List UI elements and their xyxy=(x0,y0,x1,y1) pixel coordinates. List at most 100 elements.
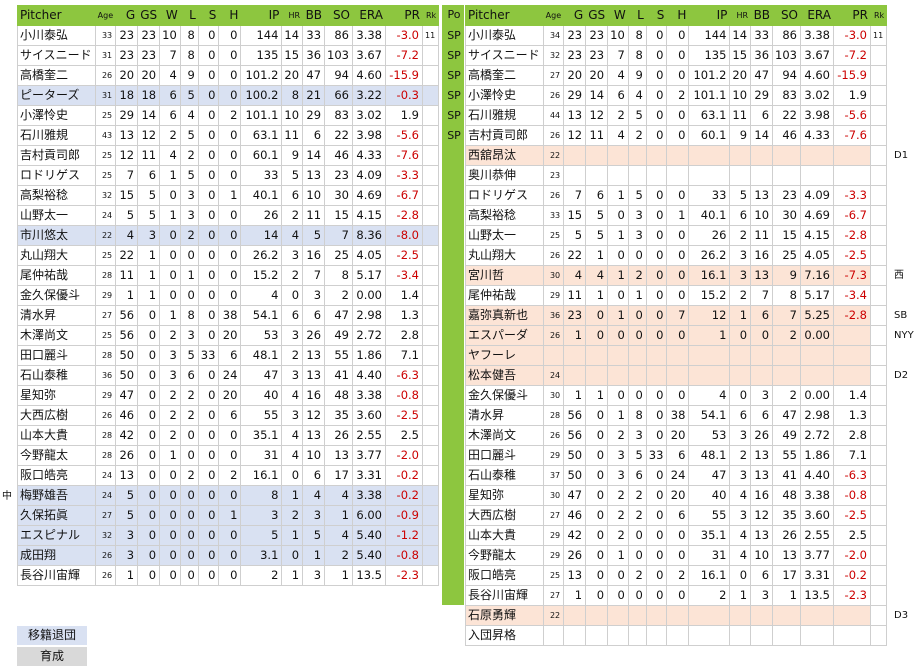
left-cell-pr: -0.8 xyxy=(385,385,423,406)
right-cell-ip xyxy=(688,365,731,386)
right-cell-hr: 1 xyxy=(729,585,752,606)
left-cell-pr: -7.6 xyxy=(385,145,423,166)
right-cell-era: 3.38 xyxy=(800,25,834,46)
right-cell-s: 0 xyxy=(645,25,668,46)
right-cell-rk: 11 xyxy=(869,25,888,46)
right-cell-w: 0 xyxy=(607,245,629,266)
right-cell-s: 0 xyxy=(645,425,668,446)
left-cell-h: 0 xyxy=(218,85,242,106)
right-cell-hr: 3 xyxy=(729,425,752,446)
right-cell-pr: 2.8 xyxy=(833,425,871,446)
right-cell-h: 2 xyxy=(666,565,690,586)
right-cell-l: 3 xyxy=(627,225,647,246)
right-cell-era: 3.02 xyxy=(800,85,834,106)
right-cell-w: 0 xyxy=(607,285,629,306)
right-cell-w: 7 xyxy=(607,45,629,66)
right-cell-l: 8 xyxy=(627,405,647,426)
right-cell-so: 49 xyxy=(772,425,801,446)
right-cell-bb xyxy=(750,365,774,386)
left-cell-l: 8 xyxy=(179,45,199,66)
left-cell-l: 2 xyxy=(179,225,199,246)
left-cell-rk xyxy=(421,545,440,566)
left-cell-pr: -6.3 xyxy=(385,365,423,386)
left-cell-h: 38 xyxy=(218,305,242,326)
right-cell-hr: 2 xyxy=(729,445,752,466)
right-cell-g: 5 xyxy=(563,225,587,246)
right-cell-bb: 3 xyxy=(750,385,774,406)
left-cell-rk xyxy=(421,125,440,146)
left-cell-s: 0 xyxy=(197,325,220,346)
right-cell-era: 5.25 xyxy=(800,305,834,326)
right-cell-bb: 16 xyxy=(750,245,774,266)
right-cell-g: 46 xyxy=(563,505,587,526)
right-cell-ip: 47 xyxy=(688,465,731,486)
left-cell-w: 0 xyxy=(159,465,181,486)
left-cell-h: 0 xyxy=(218,245,242,266)
left-cell-hr: 5 xyxy=(281,165,304,186)
right-cell-w: 1 xyxy=(607,405,629,426)
right-header-8: IP xyxy=(688,5,731,26)
left-cell-w: 7 xyxy=(159,45,181,66)
left-cell-era: 6.00 xyxy=(352,505,386,526)
left-pitcher-name: 大西広樹 xyxy=(17,405,96,426)
left-pitcher-name: 石川雅規 xyxy=(17,125,96,146)
left-cell-l: 9 xyxy=(179,65,199,86)
left-cell-s: 0 xyxy=(197,425,220,446)
right-cell-rk xyxy=(869,505,888,526)
left-cell-gs: 0 xyxy=(137,545,161,566)
left-row: 梅野雄吾 24 5 0 0 0 0 0 8 1 4 4 3.38 -0.2 xyxy=(17,485,440,506)
right-cell-pr: -2.5 xyxy=(833,245,871,266)
left-cell-h: 0 xyxy=(218,225,242,246)
right-cell-h: 6 xyxy=(666,445,690,466)
right-cell-s: 0 xyxy=(645,45,668,66)
right-cell-ip xyxy=(688,625,731,646)
right-cell-ip: 35.1 xyxy=(688,525,731,546)
right-cell-s: 0 xyxy=(645,545,668,566)
right-cell-age: 22 xyxy=(542,605,565,626)
right-row: 高橋奎二 27 20 20 4 9 0 0 101.2 20 47 94 4.60 -15.9 xyxy=(465,65,888,86)
right-cell-bb: 26 xyxy=(750,425,774,446)
left-cell-g: 23 xyxy=(115,25,139,46)
left-cell-so: 83 xyxy=(324,105,353,126)
right-cell-so: 83 xyxy=(772,85,801,106)
left-cell-l: 8 xyxy=(179,25,199,46)
left-cell-g: 7 xyxy=(115,165,139,186)
right-cell-h xyxy=(666,625,690,646)
right-cell-w: 0 xyxy=(607,325,629,346)
right-cell-rk xyxy=(869,625,888,646)
left-row: ピーターズ 31 18 18 6 5 0 0 100.2 8 21 66 3.22 -0.3 xyxy=(17,85,440,106)
left-cell-gs: 12 xyxy=(137,125,161,146)
left-cell-era: 5.40 xyxy=(352,545,386,566)
left-cell-hr: 0 xyxy=(281,285,304,306)
right-cell-hr: 6 xyxy=(729,205,752,226)
left-cell-ip: 15.2 xyxy=(240,265,283,286)
right-cell-g: 23 xyxy=(563,25,587,46)
right-cell-gs xyxy=(585,165,609,186)
right-cell-ip xyxy=(688,145,731,166)
left-cell-ip: 53 xyxy=(240,325,283,346)
right-cell-h: 38 xyxy=(666,405,690,426)
right-cell-g: 23 xyxy=(563,305,587,326)
left-cell-bb: 1 xyxy=(302,545,326,566)
left-cell-so: 7 xyxy=(324,225,353,246)
left-cell-bb: 26 xyxy=(302,325,326,346)
right-cell-so xyxy=(772,345,801,366)
right-cell-pr xyxy=(833,345,871,366)
left-cell-ip: 4 xyxy=(240,285,283,306)
right-cell-rk xyxy=(869,225,888,246)
left-cell-hr: 2 xyxy=(281,345,304,366)
right-cell-era: 4.33 xyxy=(800,125,834,146)
right-cell-gs: 0 xyxy=(585,505,609,526)
right-cell-age: 29 xyxy=(542,285,565,306)
left-cell-rk xyxy=(421,145,440,166)
left-cell-g: 11 xyxy=(115,265,139,286)
right-cell-bb: 11 xyxy=(750,225,774,246)
left-header-6: S xyxy=(197,5,220,26)
left-cell-pr: 1.3 xyxy=(385,305,423,326)
right-cell-era: 0.00 xyxy=(800,385,834,406)
left-cell-age: 32 xyxy=(94,185,117,206)
right-cell-gs: 0 xyxy=(585,445,609,466)
left-cell-hr: 2 xyxy=(281,205,304,226)
right-cell-ip: 63.1 xyxy=(688,105,731,126)
left-cell-age: 28 xyxy=(94,265,117,286)
